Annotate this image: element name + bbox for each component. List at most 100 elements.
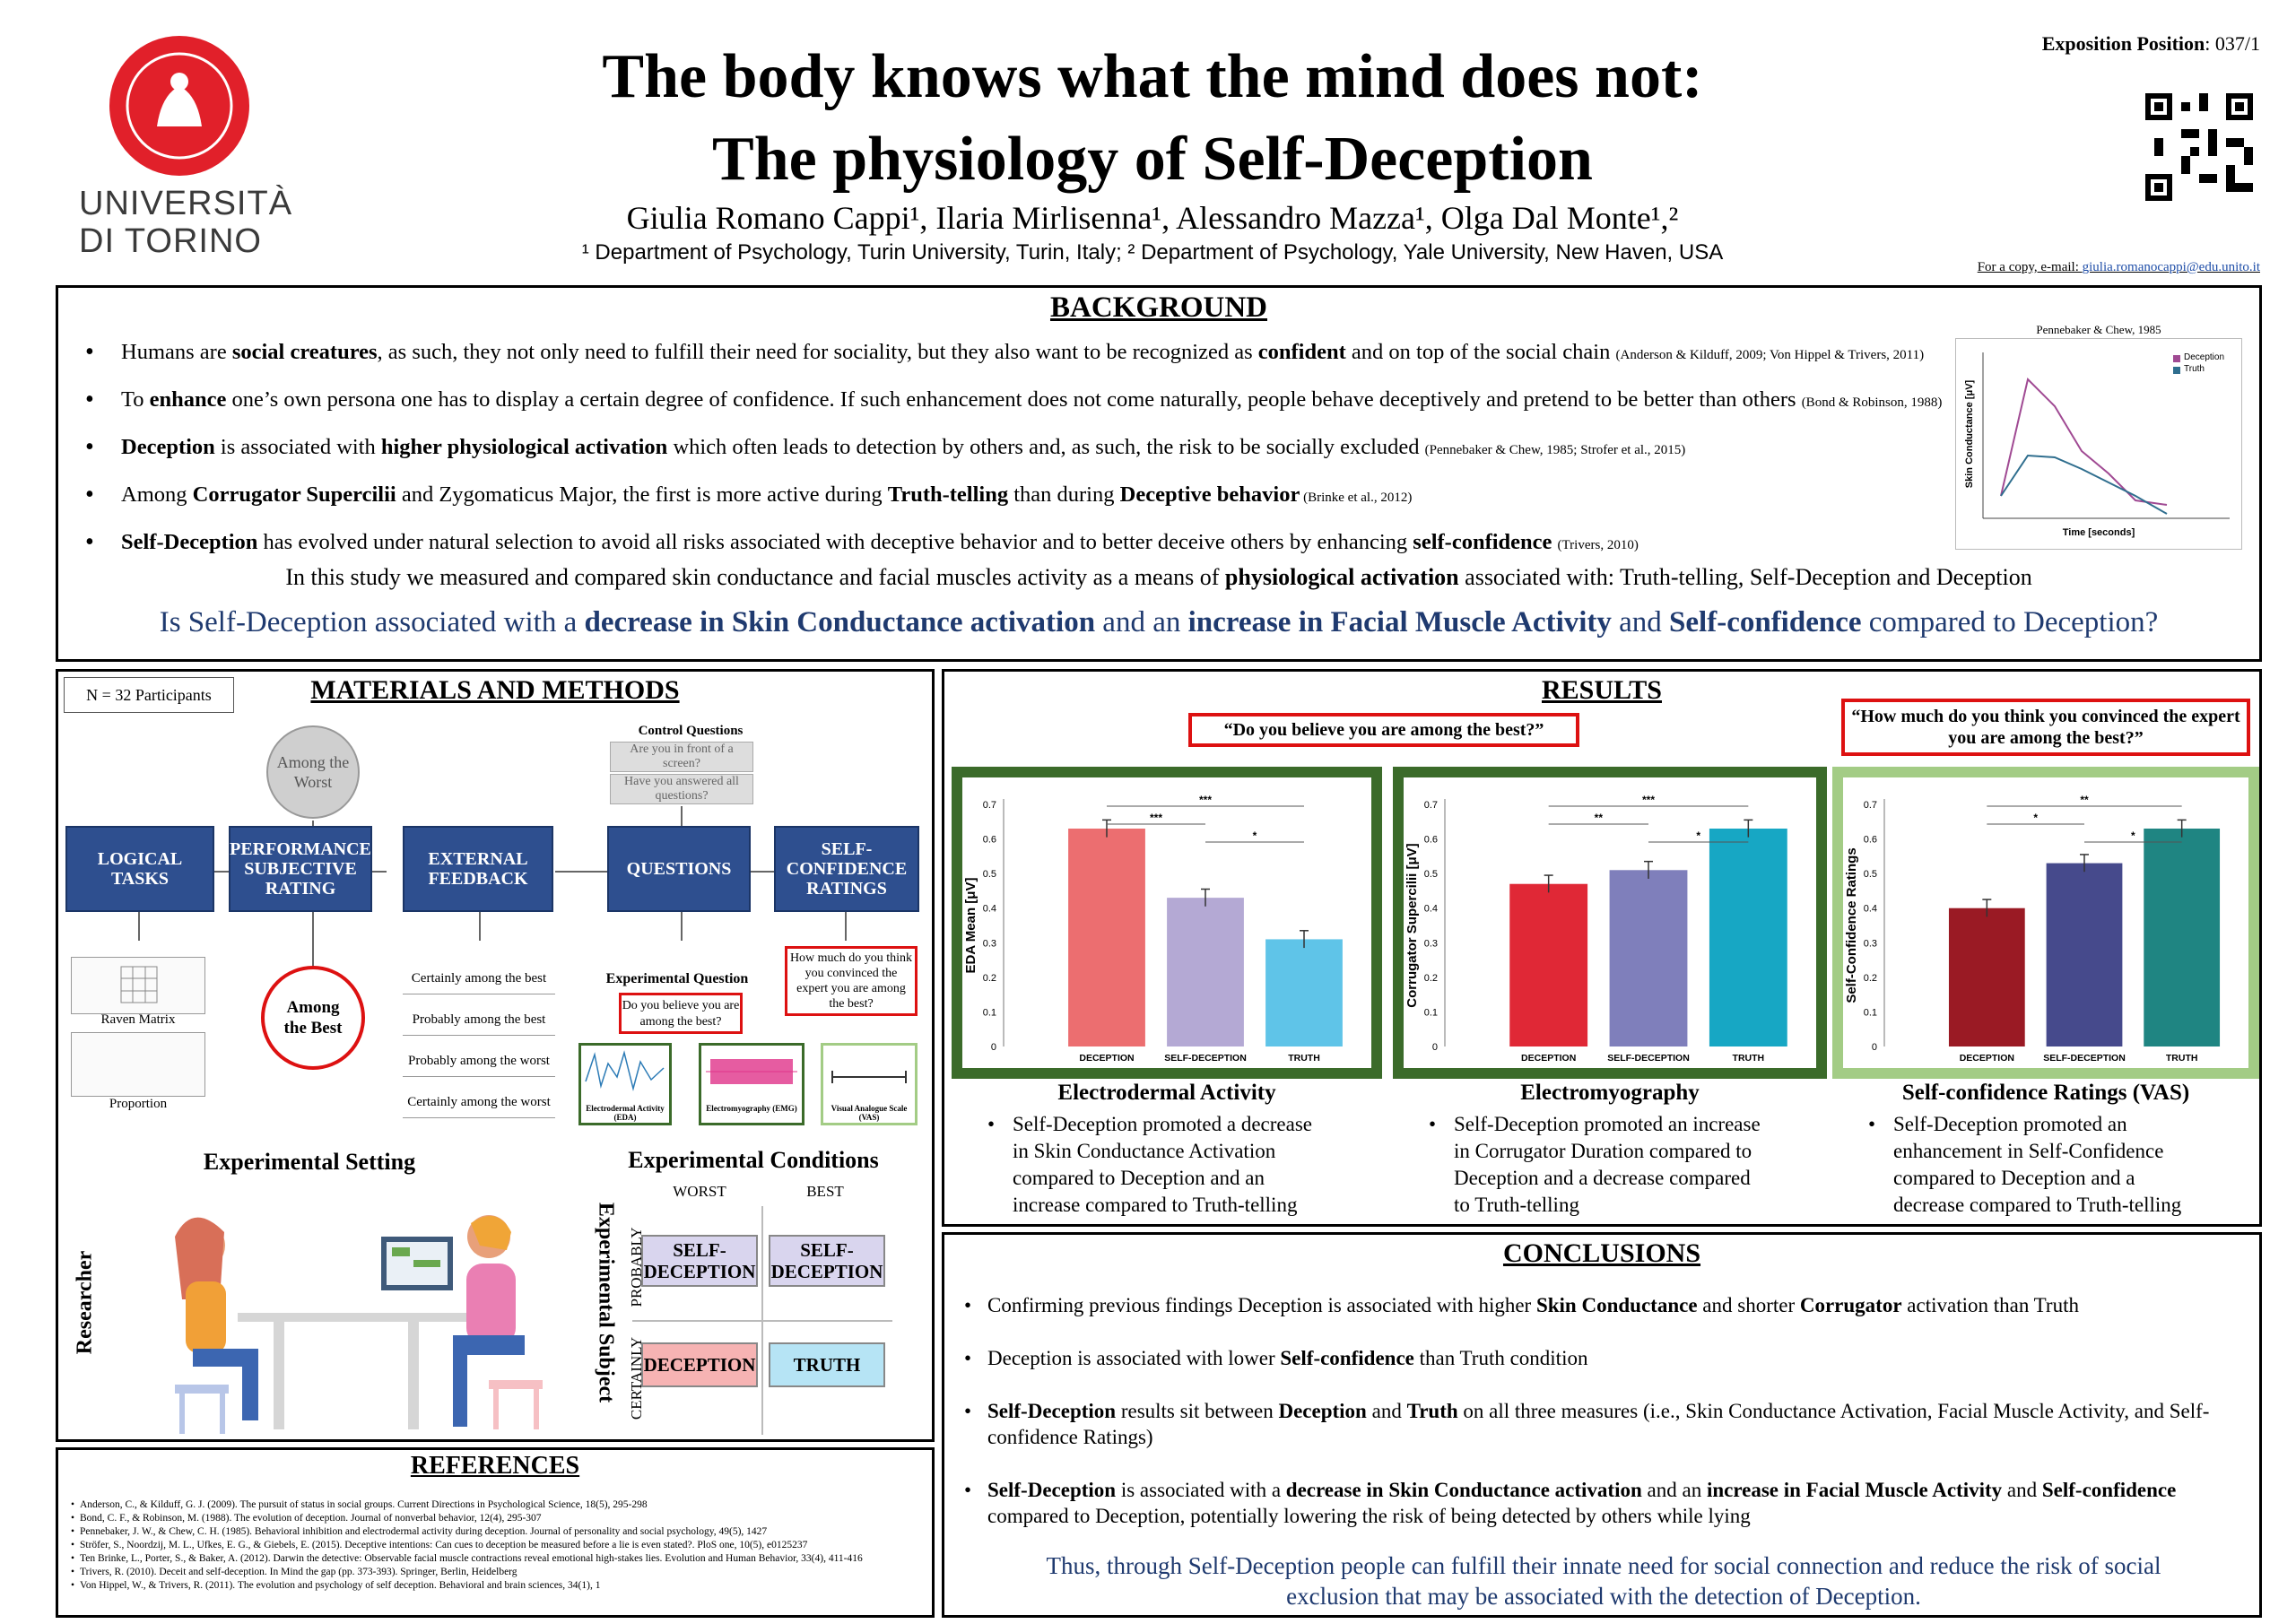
results-section: RESULTS “Do you believe you are among th… — [942, 669, 2262, 1227]
eda-bar-chart: 0 0.1 0.2 0.3 0.4 0.5 0.6 0.7 EDA Mean [μV] DECEP… — [963, 794, 1343, 1064]
vas-results: Self-Deception promoted an enhancement i… — [1868, 1111, 2209, 1219]
conclusion-bullet: Deception is associated with lower Self-… — [964, 1345, 2238, 1371]
emg-thumbnail: Electromyography (EMG) — [699, 1043, 804, 1125]
y-tick-label: 0.6 — [983, 835, 996, 846]
participants-count: N = 32 Participants — [64, 677, 234, 713]
vas-bar-chart: 0 0.1 0.2 0.3 0.4 0.5 0.6 0.7 Self-Confidence Ra… — [1844, 794, 2221, 1064]
eda-chart-frame: 0 0.1 0.2 0.3 0.4 0.5 0.6 0.7 EDA Mean [μV] DECEP… — [952, 767, 1382, 1079]
step-performance-rating: PERFORMANCE SUBJECTIVE RATING — [229, 826, 372, 912]
significance-label: *** — [1199, 794, 1212, 806]
bar-deception — [1509, 883, 1588, 1046]
y-tick-label: 0.2 — [1864, 973, 1877, 984]
y-tick-label: 0.4 — [1864, 904, 1877, 915]
conclusions-section: CONCLUSIONS Confirming previous findings… — [942, 1232, 2262, 1618]
exposition-value: : 037/1 — [2205, 32, 2260, 55]
copy-contact: For a copy, e-mail: giulia.romanocappi@e… — [1978, 260, 2260, 275]
reference-item: Ten Brinke, L., Porter, S., & Baker, A. … — [71, 1552, 923, 1566]
y-tick-label: 0.3 — [1424, 938, 1438, 949]
pennebaker-mini-chart: Pennebaker & Chew, 1985 Deception Truth … — [1955, 323, 2242, 550]
bar-deception — [1948, 908, 2025, 1046]
x-tick-label: DECEPTION — [1079, 1053, 1134, 1064]
conclusions-heading: CONCLUSIONS — [1502, 1238, 1701, 1268]
experimental-question: Do you believe you are among the best? — [619, 993, 743, 1034]
experimental-question-title: Experimental Question — [605, 971, 749, 986]
y-tick-label: 0 — [991, 1042, 996, 1053]
exposition-label: Exposition Position — [2041, 32, 2205, 55]
worst-column: WORST — [673, 1183, 726, 1200]
vas-result-bullet: Self-Deception promoted an enhancement i… — [1868, 1111, 2209, 1219]
eda-caption: Electrodermal Activity (EDA) — [586, 1104, 665, 1122]
vas-thumbnail: Visual Analogue Scale (VAS) — [821, 1043, 918, 1125]
conclusion-bullet: Self-Deception is associated with a decr… — [964, 1477, 2238, 1529]
emg-results: Self-Deception promoted an increase in C… — [1429, 1111, 1770, 1219]
university-seal-icon — [109, 36, 249, 176]
study-statement: In this study we measured and compared s… — [285, 564, 2032, 590]
y-axis-label: EDA Mean [μV] — [963, 878, 978, 974]
significance-label: ** — [2080, 794, 2089, 806]
x-tick-label: DECEPTION — [1960, 1053, 2014, 1064]
x-tick-label: SELF-DECEPTION — [1164, 1053, 1247, 1064]
mini-chart-xlabel: Time [seconds] — [2062, 527, 2135, 538]
conditions-grid — [632, 1206, 892, 1435]
emg-caption: Electromyography (EMG) — [706, 1104, 797, 1113]
step-external-feedback: EXTERNAL FEEDBACK — [403, 826, 553, 912]
title-line2: The physiology of Self-Deception — [712, 125, 1593, 194]
bar-self-deception — [1609, 870, 1688, 1046]
references-section: REFERENCES Anderson, C., & Kilduff, G. J… — [56, 1447, 935, 1618]
significance-label: * — [2131, 829, 2135, 842]
bar-self-deception — [2046, 863, 2123, 1046]
results-heading: RESULTS — [1542, 675, 1662, 705]
y-tick-label: 0.3 — [1864, 938, 1877, 949]
university-line2: DI TORINO — [79, 222, 262, 260]
vas-chart-label: Self-confidence Ratings (VAS) — [1901, 1081, 2190, 1105]
bar-truth — [1265, 939, 1343, 1046]
y-axis-label: Self-Confidence Ratings — [1844, 847, 1859, 1003]
reference-item: Von Hippel, W., & Trivers, R. (2011). Th… — [71, 1579, 923, 1593]
significance-label: ** — [1595, 812, 1604, 824]
x-tick-label: TRUTH — [1733, 1053, 1765, 1064]
x-tick-label: SELF-DECEPTION — [2043, 1053, 2126, 1064]
y-tick-label: 0.5 — [1424, 869, 1438, 880]
conclusions-bullets: Confirming previous findings Deception i… — [964, 1292, 2238, 1556]
x-tick-label: SELF-DECEPTION — [1607, 1053, 1690, 1064]
feedback-probably-best: Probably among the best — [403, 1005, 555, 1036]
reference-item: Ströfer, S., Noordzij, M. L., Ufkes, E. … — [71, 1539, 923, 1552]
authors: Giulia Romano Cappi¹, Ilaria Mirlisenna¹… — [626, 200, 1679, 236]
significance-label: * — [2033, 812, 2038, 824]
background-bullets: Humans are social creatures, as such, th… — [85, 340, 1960, 578]
condition-deception: DECEPTION — [641, 1342, 758, 1387]
y-tick-label: 0 — [1432, 1042, 1438, 1053]
references-heading: REFERENCES — [410, 1452, 580, 1480]
methods-section: N = 32 Participants MATERIALS AND METHOD… — [56, 669, 935, 1442]
among-best-circle: Among the Best — [261, 966, 365, 1070]
results-question-1: “Do you believe you are among the best?” — [1188, 713, 1579, 747]
bar-deception — [1068, 829, 1145, 1046]
results-question-2: “How much do you think you convinced the… — [1841, 699, 2250, 756]
y-tick-label: 0.3 — [983, 938, 996, 949]
qr-code-icon[interactable] — [2145, 93, 2253, 201]
among-worst-circle: Among the Worst — [266, 725, 360, 819]
university-line1: UNIVERSITÀ — [79, 185, 293, 222]
background-section: BACKGROUND Humans are social creatures, … — [56, 285, 2262, 662]
significance-label: * — [1253, 829, 1257, 842]
y-tick-label: 0.2 — [983, 973, 996, 984]
y-tick-label: 0.1 — [1424, 1007, 1438, 1018]
proportion-thumbnail — [71, 1032, 205, 1097]
y-tick-label: 0.5 — [983, 869, 996, 880]
setting-title: Experimental Setting — [203, 1149, 416, 1175]
step-self-confidence: SELF-CONFIDENCE RATINGS — [774, 826, 919, 912]
bar-truth — [1709, 829, 1787, 1046]
university-name: UNIVERSITÀ DI TORINO — [79, 185, 292, 260]
title-line1: The body knows what the mind does not: — [602, 42, 1703, 111]
eda-result-bullet: Self-Deception promoted a decrease in Sk… — [987, 1111, 1328, 1219]
copy-email-link[interactable]: giulia.romanocappi@edu.unito.it — [2082, 260, 2260, 274]
step-questions: QUESTIONS — [607, 826, 751, 912]
y-tick-label: 0.7 — [983, 800, 996, 811]
legend-deception: Deception — [2184, 352, 2225, 362]
poster-title: The body knows what the mind does not: T… — [296, 36, 2009, 201]
y-tick-label: 0.6 — [1424, 835, 1438, 846]
background-bullet: To enhance one’s own persona one has to … — [85, 387, 1960, 415]
condition-self-deception-worst: SELF-DECEPTION — [641, 1235, 758, 1287]
eda-chart-label: Electrodermal Activity — [1057, 1081, 1276, 1105]
mini-chart-plot — [1982, 352, 2230, 519]
